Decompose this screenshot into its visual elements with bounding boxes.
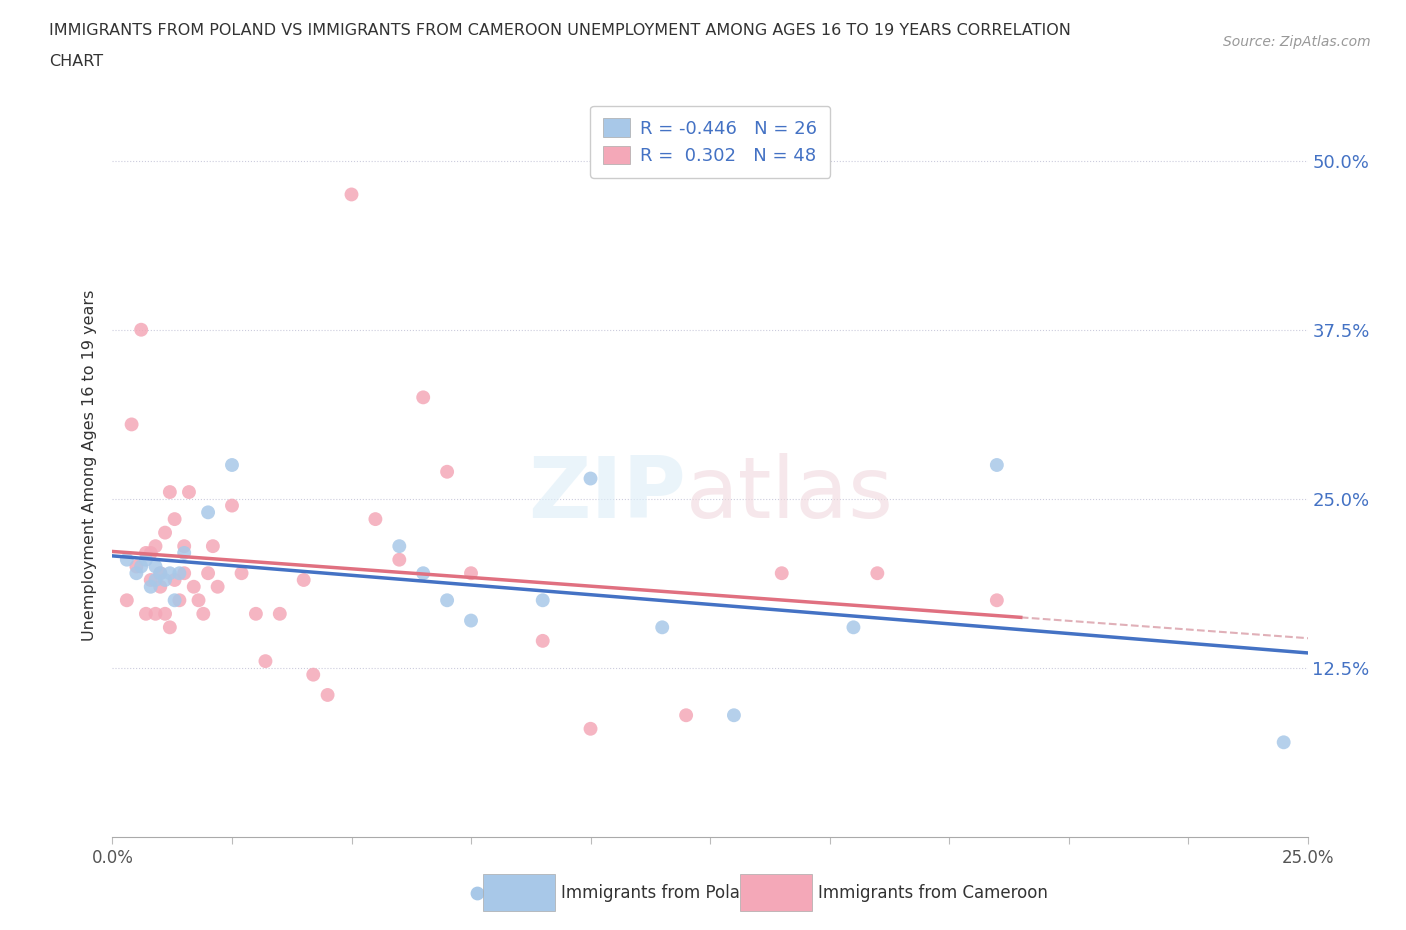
Point	[135, 552, 157, 567]
Y-axis label: Unemployment Among Ages 16 to 19 years: Unemployment Among Ages 16 to 19 years	[82, 289, 97, 641]
Point	[129, 323, 152, 338]
Point	[169, 565, 191, 580]
FancyBboxPatch shape	[740, 874, 811, 911]
Text: Immigrants from Cameroon: Immigrants from Cameroon	[818, 884, 1047, 902]
Point	[651, 620, 673, 635]
Point	[177, 485, 200, 499]
Point	[221, 498, 243, 513]
Point	[159, 620, 181, 635]
Point	[436, 592, 458, 607]
Point	[149, 565, 172, 580]
Point	[163, 512, 186, 526]
Point	[187, 592, 209, 607]
Point	[153, 606, 176, 621]
Point	[531, 592, 554, 607]
Point	[302, 667, 325, 682]
Text: CHART: CHART	[49, 54, 103, 69]
Point	[169, 592, 191, 607]
Point	[145, 559, 167, 574]
Point	[159, 565, 181, 580]
Point	[149, 565, 172, 580]
Point	[388, 552, 411, 567]
Point	[201, 538, 224, 553]
Point	[986, 458, 1008, 472]
Point	[135, 606, 157, 621]
Point	[436, 464, 458, 479]
Point	[254, 654, 277, 669]
Point	[245, 606, 267, 621]
Point	[163, 573, 186, 588]
Point	[364, 512, 387, 526]
Point	[986, 592, 1008, 607]
Point	[531, 633, 554, 648]
Point	[139, 546, 162, 561]
Text: IMMIGRANTS FROM POLAND VS IMMIGRANTS FROM CAMEROON UNEMPLOYMENT AMONG AGES 16 TO: IMMIGRANTS FROM POLAND VS IMMIGRANTS FRO…	[49, 23, 1071, 38]
Point	[193, 606, 215, 621]
Point	[579, 722, 602, 737]
Point	[340, 187, 363, 202]
Point	[723, 708, 745, 723]
Point	[866, 565, 889, 580]
Point	[115, 552, 138, 567]
Point	[125, 559, 148, 574]
Point	[145, 573, 167, 588]
Legend: R = -0.446   N = 26, R =  0.302   N = 48: R = -0.446 N = 26, R = 0.302 N = 48	[591, 106, 830, 178]
Point	[770, 565, 793, 580]
Point	[292, 573, 315, 588]
Text: ZIP: ZIP	[529, 453, 686, 537]
Point	[412, 390, 434, 405]
Point	[197, 565, 219, 580]
Point	[139, 579, 162, 594]
Point	[153, 573, 176, 588]
Point	[149, 579, 172, 594]
Point	[129, 559, 152, 574]
Point	[115, 592, 138, 607]
Point	[1272, 735, 1295, 750]
Point	[173, 538, 195, 553]
Point	[121, 417, 143, 432]
Point	[173, 546, 195, 561]
Point	[316, 687, 339, 702]
Text: Source: ZipAtlas.com: Source: ZipAtlas.com	[1223, 35, 1371, 49]
Point	[163, 592, 186, 607]
Point	[412, 565, 434, 580]
Point	[197, 505, 219, 520]
Point	[145, 606, 167, 621]
Text: atlas: atlas	[686, 453, 894, 537]
Point	[153, 525, 176, 540]
Point	[183, 579, 205, 594]
Text: Immigrants from Poland: Immigrants from Poland	[561, 884, 761, 902]
Point	[842, 620, 865, 635]
Point	[579, 472, 602, 486]
FancyBboxPatch shape	[484, 874, 554, 911]
Point	[207, 579, 229, 594]
Point	[388, 538, 411, 553]
Point	[139, 573, 162, 588]
Point	[145, 538, 167, 553]
Point	[173, 565, 195, 580]
Point	[460, 565, 482, 580]
Point	[135, 546, 157, 561]
Point	[231, 565, 253, 580]
Point	[269, 606, 291, 621]
Point	[125, 565, 148, 580]
Point	[159, 485, 181, 499]
Point	[675, 708, 697, 723]
Point	[460, 613, 482, 628]
Point	[221, 458, 243, 472]
